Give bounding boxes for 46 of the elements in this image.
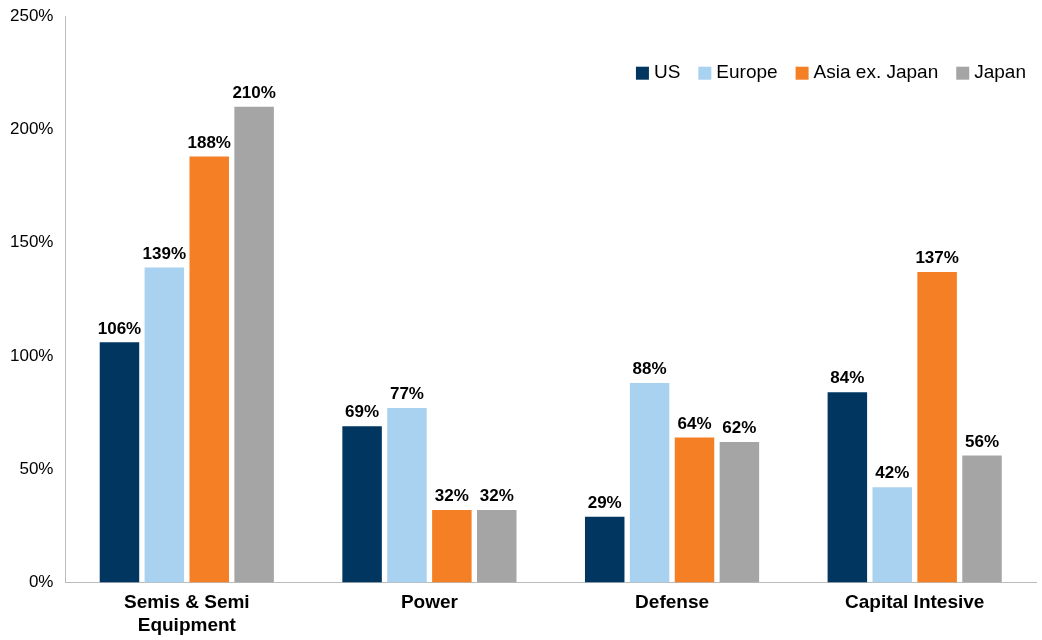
bar: [872, 487, 912, 583]
data-label: 32%: [479, 486, 514, 506]
y-tick-label: 150%: [10, 232, 54, 252]
y-tick-label: 50%: [19, 458, 54, 478]
bar: [99, 342, 140, 583]
data-label: 29%: [587, 492, 622, 512]
x-tick-label: Power: [400, 591, 459, 613]
bar: [584, 516, 625, 583]
legend-label: Japan: [974, 61, 1027, 83]
legend-label: Asia ex. Japan: [813, 61, 939, 83]
data-label: 106%: [97, 318, 142, 338]
legend-label: Europe: [716, 61, 778, 83]
data-label: 84%: [830, 368, 865, 388]
bar: [189, 156, 229, 583]
data-label: 137%: [915, 248, 959, 268]
bar: [387, 408, 427, 583]
bar: [144, 267, 185, 583]
data-label: 69%: [345, 402, 380, 422]
bar: [674, 437, 715, 583]
y-tick-label: 250%: [10, 5, 54, 25]
bar: [917, 272, 957, 583]
x-tick-label: Semis & Semi Equipment: [123, 591, 250, 635]
data-label: 62%: [722, 418, 757, 438]
data-label: 210%: [232, 82, 276, 102]
data-label: 188%: [187, 132, 231, 152]
bar: [962, 455, 1002, 583]
y-tick-label: 0%: [28, 572, 54, 592]
y-tick-label: 100%: [10, 345, 54, 365]
bar: [629, 383, 670, 583]
data-label: 42%: [875, 463, 910, 483]
x-tick-label: Defense: [635, 591, 710, 613]
x-tick-label: Capital Intesive: [844, 591, 985, 613]
data-label: 77%: [389, 384, 424, 404]
bar: [432, 509, 472, 583]
y-tick-label: 200%: [10, 119, 54, 139]
data-label: 64%: [677, 413, 712, 433]
bar: [477, 509, 517, 583]
bar: [342, 426, 382, 583]
legend-label: US: [653, 61, 681, 83]
bar: [234, 106, 274, 583]
data-label: 56%: [965, 431, 1000, 451]
data-label: 32%: [434, 486, 469, 506]
data-label: 88%: [632, 359, 667, 379]
bar: [719, 441, 760, 583]
data-label: 139%: [142, 243, 187, 263]
bar: [827, 392, 868, 583]
